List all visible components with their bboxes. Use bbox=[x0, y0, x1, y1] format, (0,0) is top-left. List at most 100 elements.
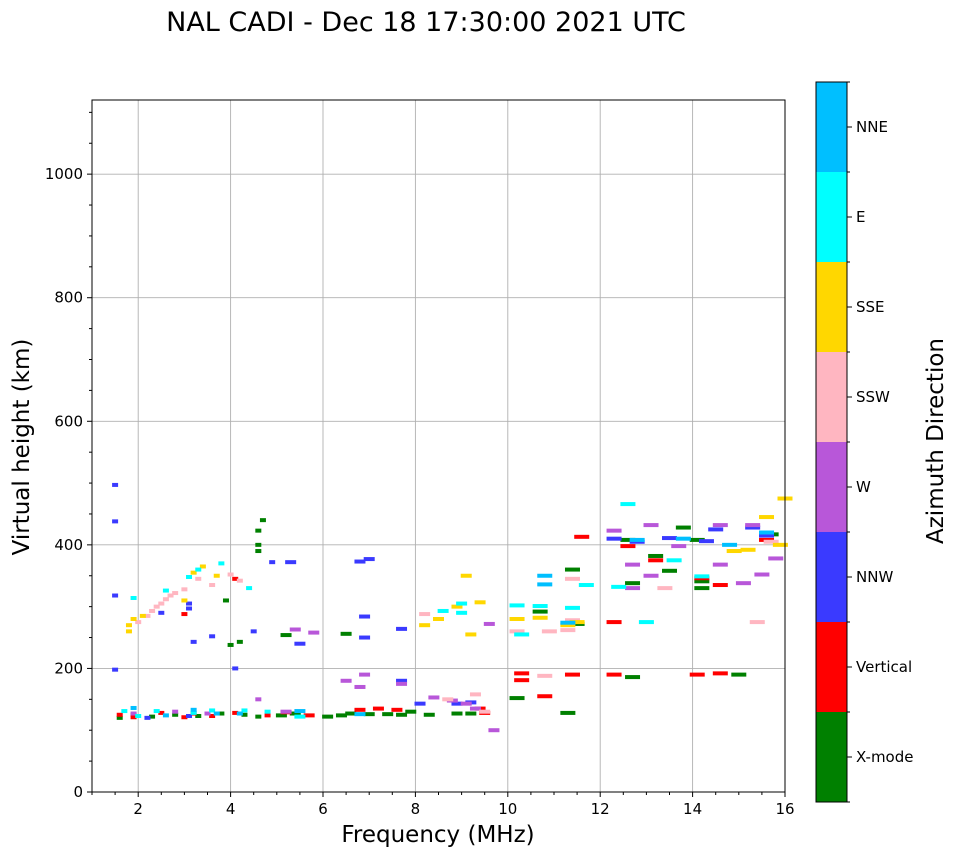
echo-point-sse bbox=[419, 623, 431, 628]
echo-point-e bbox=[666, 558, 682, 563]
colorbar-segment bbox=[816, 172, 847, 262]
echo-point-x-mode bbox=[731, 672, 747, 677]
echo-point-nnw bbox=[662, 536, 677, 541]
echo-point-nnw bbox=[186, 606, 193, 611]
echo-point-w bbox=[712, 523, 728, 528]
colorbar-segment bbox=[816, 442, 847, 532]
echo-point-ssw bbox=[479, 709, 491, 714]
echo-point-x-mode bbox=[255, 542, 262, 547]
echo-point-vertical bbox=[130, 715, 137, 720]
echo-point-x-mode bbox=[648, 553, 664, 558]
echo-point-ssw bbox=[541, 629, 557, 634]
echo-point-sse bbox=[181, 598, 188, 603]
echo-point-w bbox=[204, 711, 211, 716]
echo-point-w bbox=[460, 701, 472, 706]
echo-point-nne bbox=[162, 713, 169, 718]
echo-point-w bbox=[359, 672, 371, 677]
echo-point-sse bbox=[474, 600, 486, 605]
echo-point-nne bbox=[294, 709, 306, 714]
echo-point-ssw bbox=[158, 601, 165, 606]
echo-point-e bbox=[514, 632, 530, 637]
y-axis-label: Virtual height (km) bbox=[9, 339, 35, 556]
echo-point-ssw bbox=[153, 604, 160, 609]
echo-point-vertical bbox=[303, 713, 315, 718]
echo-point-nnw bbox=[363, 557, 375, 562]
echo-point-ssw bbox=[564, 576, 580, 581]
echo-point-x-mode bbox=[423, 712, 435, 717]
echo-point-e bbox=[294, 714, 306, 719]
echo-point-w bbox=[625, 562, 641, 567]
echo-point-sse bbox=[569, 620, 585, 625]
x-tick-label: 12 bbox=[591, 800, 610, 818]
echo-point-x-mode bbox=[564, 567, 580, 572]
echo-point-nnw bbox=[112, 667, 119, 672]
x-axis: 2 4 6 8 10 12 14 16 bbox=[91, 792, 795, 818]
echo-point-x-mode bbox=[405, 709, 417, 714]
echo-point-vertical bbox=[514, 678, 530, 683]
data-marks bbox=[112, 482, 793, 733]
echo-point-sse bbox=[460, 573, 472, 578]
echo-point-w bbox=[396, 681, 408, 686]
echo-point-w bbox=[340, 678, 352, 683]
echo-point-ssw bbox=[195, 576, 202, 581]
x-tick-label: 2 bbox=[133, 800, 143, 818]
echo-point-vertical bbox=[372, 706, 384, 711]
echo-point-sse bbox=[125, 623, 132, 628]
echo-point-w bbox=[428, 695, 440, 700]
echo-point-vertical bbox=[181, 612, 188, 617]
echo-point-nne bbox=[537, 573, 553, 578]
echo-point-nnw bbox=[186, 601, 193, 606]
echo-point-x-mode bbox=[218, 711, 225, 716]
colorbar-segment bbox=[816, 262, 847, 352]
echo-point-vertical bbox=[620, 544, 636, 549]
echo-point-nnw bbox=[112, 593, 119, 598]
echo-point-ssw bbox=[227, 572, 234, 577]
echo-point-nnw bbox=[209, 634, 216, 639]
y-tick-label: 0 bbox=[73, 783, 83, 801]
echo-point-ssw bbox=[209, 583, 216, 588]
echo-point-e bbox=[190, 710, 197, 715]
echo-point-sse bbox=[740, 547, 756, 552]
echo-point-e bbox=[532, 604, 548, 609]
echo-point-sse bbox=[139, 613, 146, 618]
echo-point-nne bbox=[675, 536, 691, 541]
echo-point-ssw bbox=[509, 629, 525, 634]
echo-point-e bbox=[611, 584, 627, 589]
echo-point-nnw bbox=[606, 536, 622, 541]
echo-point-nnw bbox=[396, 678, 408, 683]
echo-point-nnw bbox=[158, 610, 165, 615]
echo-point-x-mode bbox=[625, 581, 641, 586]
echo-point-vertical bbox=[514, 671, 530, 676]
echo-point-nnw bbox=[414, 701, 426, 706]
echo-point-vertical bbox=[564, 672, 580, 677]
colorbar-tick-label: E bbox=[856, 208, 865, 226]
echo-point-x-mode bbox=[259, 518, 266, 523]
echo-point-vertical bbox=[158, 710, 165, 715]
echo-point-vertical bbox=[354, 707, 366, 712]
echo-point-vertical bbox=[264, 713, 271, 718]
echo-point-e bbox=[564, 605, 580, 610]
y-tick-label: 200 bbox=[54, 659, 83, 677]
echo-point-ssw bbox=[560, 628, 576, 633]
echo-point-nnw bbox=[285, 560, 297, 565]
echo-point-x-mode bbox=[255, 528, 262, 533]
echo-point-ssw bbox=[236, 578, 243, 583]
echo-point-w bbox=[643, 523, 659, 528]
echo-point-e bbox=[437, 608, 449, 613]
echo-point-vertical bbox=[606, 672, 622, 677]
echo-point-sse bbox=[509, 617, 525, 621]
echo-point-ssw bbox=[181, 587, 188, 592]
echo-point-w bbox=[483, 621, 495, 626]
echo-point-sse bbox=[772, 542, 788, 547]
echo-point-w bbox=[469, 706, 481, 711]
grid-lines bbox=[92, 100, 785, 792]
echo-point-e bbox=[218, 561, 225, 566]
y-axis: 0 200 400 600 800 1000 bbox=[45, 111, 92, 801]
echo-point-nne bbox=[213, 711, 220, 716]
echo-point-nne bbox=[130, 705, 137, 710]
colorbar-segment bbox=[816, 532, 847, 622]
echo-point-sse bbox=[532, 615, 548, 620]
echo-point-w bbox=[130, 711, 137, 716]
echo-point-nne bbox=[629, 537, 645, 542]
x-tick-label: 16 bbox=[775, 800, 794, 818]
